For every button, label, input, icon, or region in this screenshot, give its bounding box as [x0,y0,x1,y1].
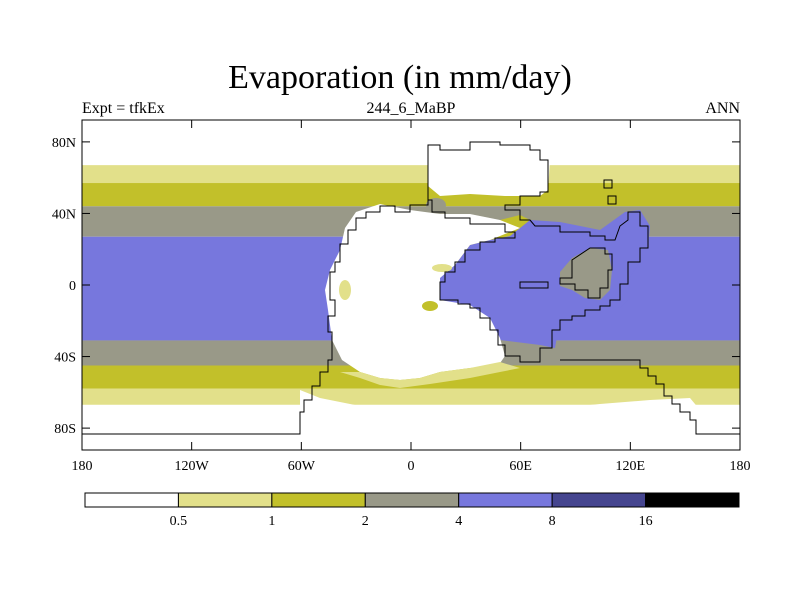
colorbar-swatch [551,492,647,508]
lon-tick-label: 120E [616,459,646,474]
southern-landmass-fill [300,390,700,450]
map-field [82,120,740,450]
colorbar-label: 1 [268,514,275,529]
plot-title: Evaporation (in mm/day) [228,59,572,96]
colorbar: 0.5 1 2 4 8 16 [84,492,740,529]
longitude-axis: 180 120W 60W 0 60E 120E 180 [72,120,751,474]
season-label: ANN [705,100,740,117]
latitude-axis: 80N 40N 0 40S 80S [52,136,740,437]
case-label: 244_6_MaBP [366,100,456,117]
lat-tick-label: 40S [54,351,76,366]
coastline-islands [603,179,617,205]
lon-tick-label: 0 [408,459,415,474]
coastline-main [427,141,649,363]
colorbar-label: 8 [549,514,556,529]
lon-tick-label: 60E [509,459,532,474]
colorbar-label: 2 [362,514,369,529]
lon-tick-label: 180 [730,459,751,474]
colorbar-swatch [645,492,740,508]
coastline-west [82,196,429,435]
ocean-band [82,183,740,207]
coastal-yellow-patch [339,280,351,300]
coastline-south [560,359,740,435]
western-landmass-fill [325,204,520,380]
northern-landmass-fill [428,140,550,196]
experiment-label: Expt = tfkEx [82,100,165,117]
coastlines [82,141,740,435]
colorbar-swatch [271,492,366,508]
eastern-landmass-inner-gray [560,248,612,300]
colorbar-label: 4 [455,514,462,529]
lon-tick-label: 60W [288,459,316,474]
eastern-landmass-rim [500,340,555,365]
ocean-band [82,388,740,405]
coastline-peninsula [519,281,549,289]
lon-tick-label: 180 [72,459,93,474]
northern-gray-patch [426,198,446,212]
western-south-rim [340,362,520,388]
colorbar-swatch [458,492,553,508]
ocean-band [82,165,740,184]
colorbar-swatch [177,492,273,508]
interior-yellow-patch [422,301,438,311]
interior-yellow-patch [432,264,452,272]
lon-tick-label: 120W [175,459,210,474]
colorbar-swatch [364,492,460,508]
lat-tick-label: 80S [54,422,76,437]
ocean-band [82,124,740,166]
lat-tick-label: 40N [52,207,76,222]
colorbar-swatch [84,492,179,508]
colorbar-label: 16 [639,514,653,529]
lat-tick-label: 80N [52,136,76,151]
lat-tick-label: 0 [69,279,76,294]
coastline-inner-sea [559,247,613,299]
colorbar-label: 0.5 [170,514,188,529]
